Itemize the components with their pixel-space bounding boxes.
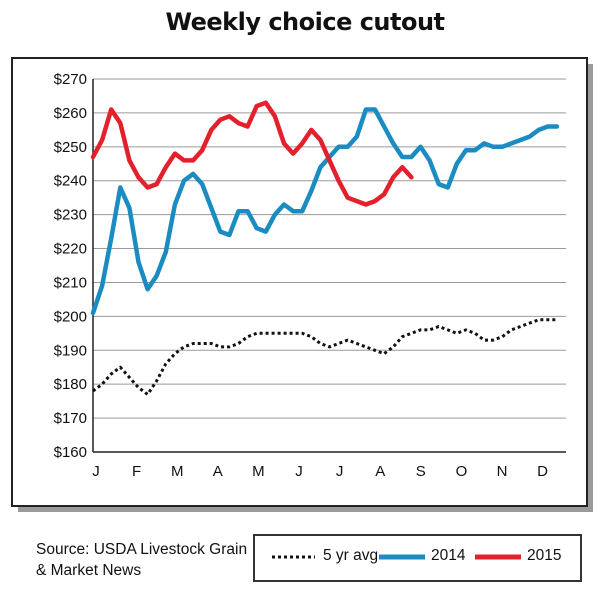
y-tick-label: $270	[54, 71, 87, 88]
x-tick-label: J	[295, 463, 303, 480]
y-tick-label: $190	[54, 342, 87, 359]
legend-swatch-blue	[379, 554, 425, 560]
series-line-2015	[90, 100, 414, 207]
x-tick-label: O	[456, 463, 468, 480]
y-tick-label: $170	[54, 410, 87, 427]
y-tick-label: $240	[54, 173, 87, 190]
y-tick-label: $250	[54, 139, 87, 156]
x-tick-label: A	[213, 463, 223, 480]
chart-legend: 5 yr avg 2014 2015	[253, 534, 582, 582]
chart-title: Weekly choice cutout	[165, 8, 445, 36]
legend-label-5yr-avg: 5 yr avg	[323, 547, 379, 564]
y-tick-label: $210	[54, 274, 87, 291]
y-tick-label: $180	[54, 376, 87, 393]
y-tick-label: $160	[54, 444, 87, 461]
y-tick-label: $220	[54, 241, 87, 258]
legend-label-2014: 2014	[431, 547, 466, 564]
y-tick-label: $200	[54, 308, 87, 325]
x-tick-label: N	[497, 463, 508, 480]
legend-swatch-red	[475, 554, 521, 560]
x-tick-label: D	[537, 463, 548, 480]
y-axis-ticks: $160 $170 $180 $190 $200 $210 $220 $230 $240 $250…	[54, 71, 87, 461]
legend-label-2015: 2015	[527, 547, 562, 564]
grid-lines	[92, 78, 566, 453]
series-line-2014	[90, 107, 560, 316]
y-tick-label: $260	[54, 105, 87, 122]
x-tick-label: S	[416, 463, 426, 480]
y-tick-label: $230	[54, 207, 87, 224]
x-tick-label: M	[252, 463, 265, 480]
x-tick-label: M	[171, 463, 184, 480]
x-tick-label: J	[336, 463, 344, 480]
source-note: Source: USDA Livestock Grain & Market Ne…	[36, 541, 248, 579]
series-lines	[90, 100, 560, 396]
series-line-5-yr-avg	[92, 318, 557, 396]
x-tick-label: F	[132, 463, 141, 480]
x-tick-label: J	[92, 463, 100, 480]
x-tick-label: A	[375, 463, 385, 480]
legend-swatch-dotted	[272, 555, 315, 559]
